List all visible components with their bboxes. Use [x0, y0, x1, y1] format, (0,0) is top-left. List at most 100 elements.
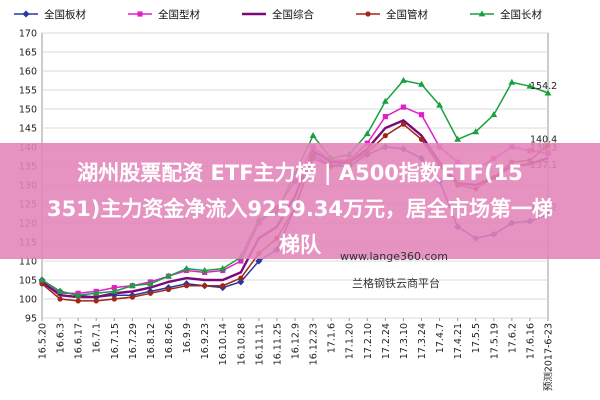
data-point [111, 285, 117, 291]
y-tick-label: 105 [19, 276, 37, 287]
data-point [111, 296, 117, 302]
y-tick-label: 150 [19, 105, 37, 116]
watermark-url: www.lange360.com [340, 250, 448, 263]
data-point [238, 275, 244, 281]
y-tick-label: 160 [19, 67, 37, 78]
data-point [202, 283, 208, 289]
data-point [93, 298, 99, 304]
x-tick-label: 16.8.12 [146, 323, 157, 359]
x-tick-label: 16.9.23 [200, 323, 211, 359]
data-point [57, 296, 63, 302]
x-tick-label: 17.5.19 [489, 323, 500, 359]
x-tick-label: 17.2.24 [381, 323, 392, 359]
data-point [92, 289, 100, 296]
x-tick-label: 17.2.10 [363, 323, 374, 359]
headline-line-3: 梯队 [279, 233, 321, 257]
data-point [74, 291, 82, 298]
data-point [309, 132, 317, 138]
data-point [220, 283, 226, 289]
data-point [128, 282, 136, 289]
data-point [478, 10, 486, 17]
data-point [75, 298, 81, 304]
x-tick-label: 16.6.17 [74, 323, 85, 359]
x-tick-label: 16.7.15 [110, 323, 121, 359]
x-tick-label: 17.4.21 [453, 323, 464, 359]
x-tick-label: 17.4.7 [435, 323, 446, 353]
end-value-label: 154.2 [530, 81, 557, 92]
data-point [238, 258, 244, 264]
data-point [508, 78, 516, 85]
legend-label: 全国长材 [500, 8, 542, 21]
watermark-brand: 兰格钢铁云商平台 [352, 277, 440, 290]
data-point [110, 287, 118, 294]
data-point [129, 294, 135, 300]
legend-label: 全国综合 [272, 8, 314, 21]
data-point [418, 136, 425, 142]
headline-line-1: 湖州股票配资 ETF主力榜 | A500指数ETF(15 [77, 161, 523, 185]
data-point [363, 130, 371, 137]
x-tick-label: 17.5.5 [471, 323, 482, 353]
x-tick-label: 16.12.23 [309, 323, 320, 365]
x-tick-label: 17.1.6 [327, 323, 338, 353]
x-tick-label: 16.11.25 [272, 323, 283, 365]
headline-line-2: 351)主力资金净流入9259.34万元，居全市场第一梯 [46, 197, 554, 221]
data-point [183, 265, 190, 271]
headline-banner: 湖州股票配资 ETF主力榜 | A500指数ETF(15 351)主力资金净流入… [0, 143, 600, 259]
x-tick-label: 16.7.1 [92, 323, 103, 353]
legend-label: 全国型材 [158, 8, 200, 21]
x-tick-label: 16.10.28 [236, 323, 247, 365]
data-point [22, 10, 30, 18]
legend-label: 全国管材 [386, 8, 428, 21]
y-tick-label: 170 [19, 29, 37, 40]
data-point [418, 80, 425, 87]
data-point [255, 257, 263, 265]
data-point [39, 281, 45, 287]
data-point [418, 112, 425, 118]
x-tick-label: 16.9.9 [182, 323, 193, 353]
data-point [472, 128, 480, 135]
data-point [365, 11, 371, 17]
x-tick-label: 17.6.2 [507, 323, 518, 353]
data-point [381, 97, 389, 104]
y-tick-label: 110 [19, 257, 37, 268]
data-point [183, 283, 190, 289]
data-point [56, 287, 64, 294]
y-tick-label: 155 [19, 86, 37, 97]
y-tick-label: 165 [19, 48, 37, 59]
data-point [436, 101, 443, 108]
data-point [147, 290, 154, 296]
x-tick-label: 16.8.26 [164, 323, 175, 359]
x-tick-label: 预测2017-6-23 [544, 323, 555, 391]
data-point [382, 133, 388, 139]
y-tick-label: 95 [25, 314, 37, 325]
data-point [219, 265, 227, 271]
x-tick-label: 16.10.14 [218, 323, 229, 365]
data-point [165, 272, 172, 279]
x-tick-label: 16.5.20 [38, 323, 49, 359]
data-point [526, 82, 534, 89]
x-tick-label: 17.3.10 [399, 323, 410, 359]
legend-label: 全国板材 [44, 8, 86, 21]
data-point [165, 286, 172, 293]
data-point [490, 111, 498, 118]
data-point [454, 135, 462, 142]
x-tick-label: 16.12.9 [291, 323, 302, 359]
data-point [400, 104, 407, 110]
data-point [544, 89, 552, 96]
data-point [400, 121, 407, 127]
x-tick-label: 17.3.24 [417, 323, 428, 359]
y-tick-label: 100 [19, 295, 37, 306]
x-tick-label: 16.7.29 [128, 323, 139, 359]
x-tick-label: 16.11.11 [254, 323, 265, 365]
x-tick-label: 17.6.16 [525, 323, 536, 359]
data-point [147, 280, 154, 287]
data-point [137, 11, 143, 17]
data-point [201, 266, 209, 273]
x-tick-label: 17.1.20 [345, 323, 356, 359]
end-value-label: 140.4 [530, 134, 557, 145]
data-point [38, 276, 46, 283]
x-tick-label: 16.6.3 [56, 323, 67, 353]
data-point [382, 114, 388, 120]
data-point [400, 76, 407, 83]
